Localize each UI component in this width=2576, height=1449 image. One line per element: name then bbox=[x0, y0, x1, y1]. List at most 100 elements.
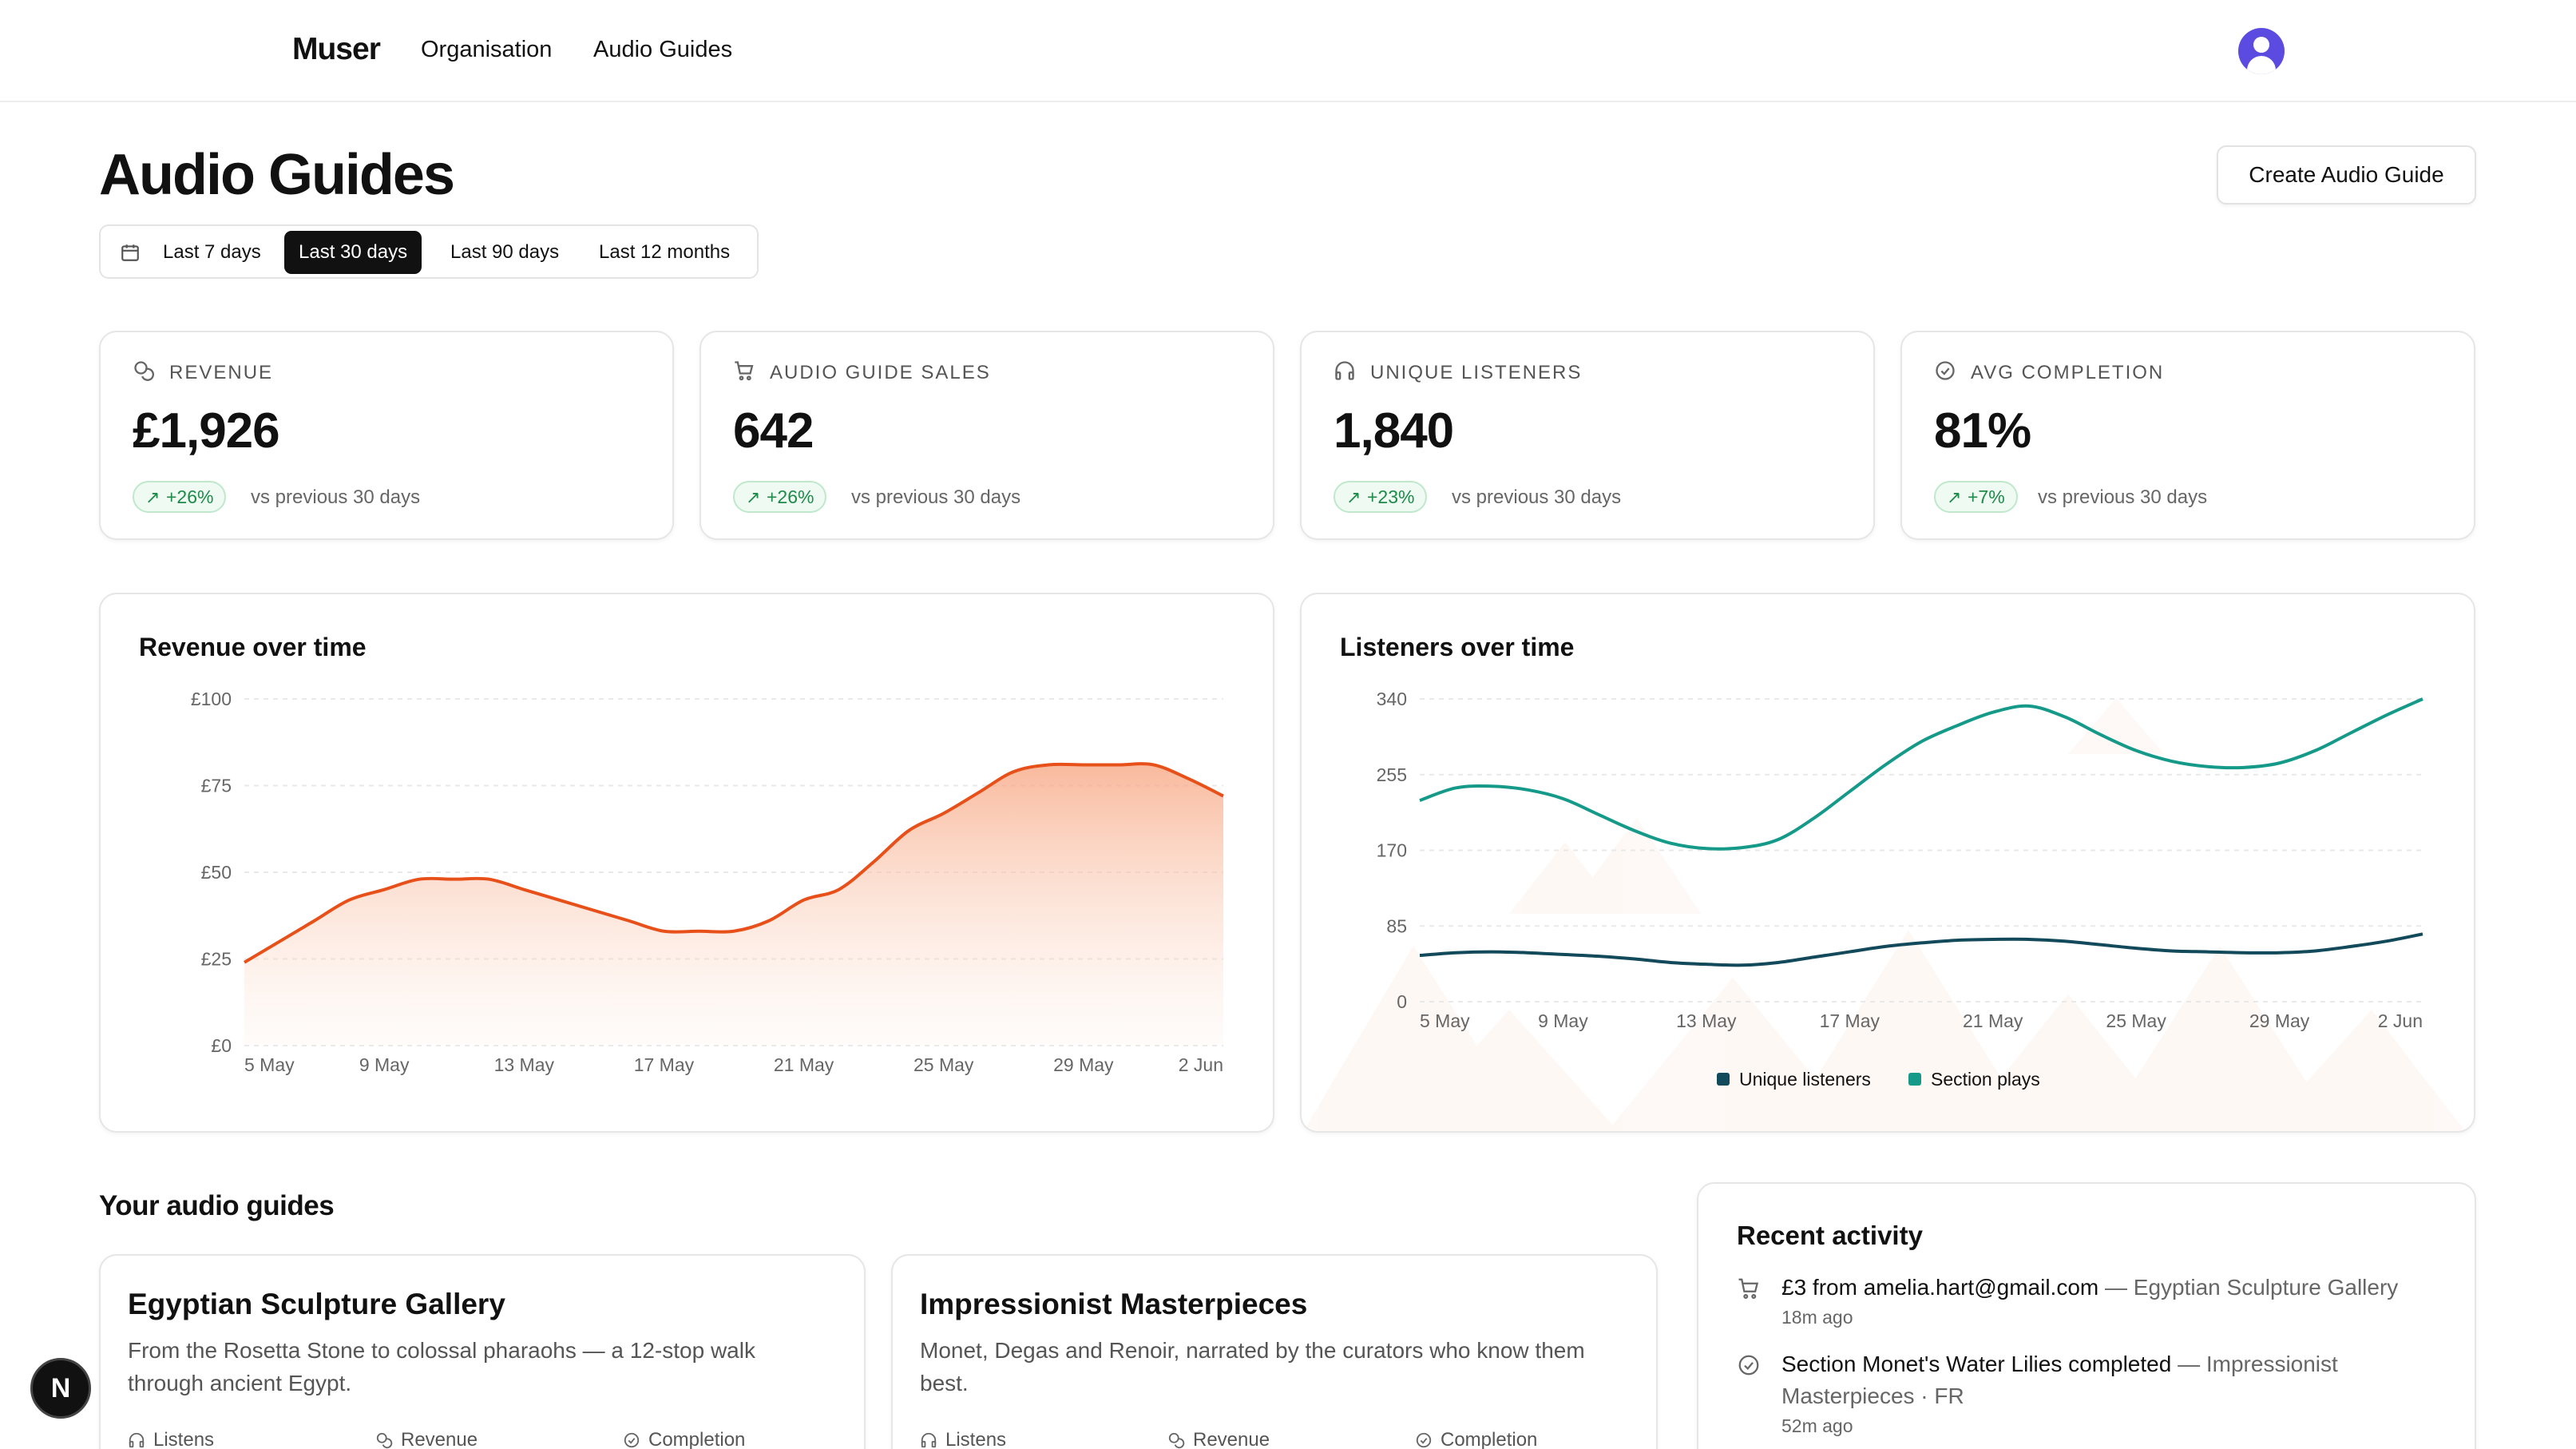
dev-tools-badge[interactable]: N bbox=[30, 1358, 91, 1419]
data-point[interactable] bbox=[1216, 789, 1231, 804]
data-point[interactable] bbox=[866, 855, 881, 869]
data-point[interactable] bbox=[1112, 757, 1126, 772]
range-option-12-months[interactable]: Last 12 months bbox=[599, 241, 731, 263]
data-point[interactable] bbox=[2380, 934, 2394, 948]
data-point[interactable] bbox=[272, 935, 287, 949]
data-point[interactable] bbox=[1413, 948, 1427, 963]
data-point[interactable] bbox=[2057, 934, 2071, 948]
data-point[interactable] bbox=[2201, 945, 2215, 959]
range-option-7-days[interactable]: Last 7 days bbox=[163, 241, 261, 263]
data-point[interactable] bbox=[587, 903, 601, 918]
data-point[interactable] bbox=[1842, 945, 1857, 959]
data-point[interactable] bbox=[517, 883, 531, 897]
data-point[interactable] bbox=[1627, 951, 1642, 966]
data-point[interactable] bbox=[1076, 757, 1091, 772]
data-point[interactable] bbox=[1914, 935, 1928, 950]
data-point[interactable] bbox=[1663, 955, 1678, 970]
create-audio-guide-button[interactable]: Create Audio Guide bbox=[2217, 145, 2476, 204]
data-point[interactable] bbox=[622, 914, 636, 928]
data-point[interactable] bbox=[2201, 760, 2215, 774]
data-point[interactable] bbox=[1842, 784, 1857, 799]
data-point[interactable] bbox=[307, 914, 322, 928]
data-point[interactable] bbox=[1484, 779, 1499, 793]
data-point[interactable] bbox=[1986, 932, 2000, 947]
data-point[interactable] bbox=[1520, 783, 1535, 797]
data-point[interactable] bbox=[1771, 955, 1785, 970]
nav-link-audio-guides[interactable]: Audio Guides bbox=[593, 37, 733, 62]
data-point[interactable] bbox=[2165, 943, 2179, 958]
data-point[interactable] bbox=[2415, 927, 2430, 941]
data-point[interactable] bbox=[1699, 957, 1714, 971]
data-point[interactable] bbox=[762, 914, 776, 928]
data-point[interactable] bbox=[1806, 950, 1821, 964]
legend-label[interactable]: Section plays bbox=[1931, 1069, 2040, 1090]
data-point[interactable] bbox=[902, 824, 916, 838]
data-point[interactable] bbox=[1986, 705, 2000, 720]
data-point[interactable] bbox=[1950, 933, 1964, 947]
data-point[interactable] bbox=[831, 883, 846, 897]
data-point[interactable] bbox=[2273, 756, 2287, 770]
data-point[interactable] bbox=[2093, 728, 2107, 742]
data-point[interactable] bbox=[937, 806, 951, 820]
data-point[interactable] bbox=[447, 872, 462, 887]
data-point[interactable] bbox=[342, 893, 356, 907]
data-point[interactable] bbox=[1041, 757, 1056, 772]
avatar[interactable] bbox=[2238, 28, 2285, 74]
data-point[interactable] bbox=[1556, 792, 1570, 806]
data-point[interactable] bbox=[1146, 757, 1160, 772]
data-point[interactable] bbox=[1520, 946, 1535, 960]
data-point[interactable] bbox=[2237, 760, 2251, 775]
data-point[interactable] bbox=[1806, 811, 1821, 825]
data-point[interactable] bbox=[1735, 958, 1750, 972]
guide-card-impressionist-masterpieces[interactable]: Impressionist Masterpieces Monet, Degas … bbox=[891, 1254, 1658, 1449]
data-point[interactable] bbox=[377, 883, 391, 897]
data-point[interactable] bbox=[2344, 939, 2358, 954]
data-point[interactable] bbox=[2165, 754, 2179, 768]
data-point[interactable] bbox=[237, 955, 252, 970]
guide-title[interactable]: Impressionist Masterpieces bbox=[920, 1288, 1308, 1320]
data-point[interactable] bbox=[2022, 699, 2036, 713]
nav-link-organisation[interactable]: Organisation bbox=[421, 37, 553, 62]
data-point[interactable] bbox=[2273, 946, 2287, 960]
data-point[interactable] bbox=[1878, 757, 1892, 772]
legend-label[interactable]: Unique listeners bbox=[1739, 1069, 1871, 1090]
data-point[interactable] bbox=[797, 893, 811, 907]
data-point[interactable] bbox=[2022, 932, 2036, 947]
data-point[interactable] bbox=[1413, 793, 1427, 808]
data-point[interactable] bbox=[1663, 836, 1678, 851]
data-point[interactable] bbox=[692, 924, 706, 939]
data-point[interactable] bbox=[1181, 772, 1195, 786]
brand-logo[interactable]: Muser bbox=[292, 32, 381, 66]
data-point[interactable] bbox=[1878, 939, 1892, 954]
data-point[interactable] bbox=[2344, 725, 2358, 740]
data-point[interactable] bbox=[2237, 946, 2251, 960]
data-point[interactable] bbox=[2415, 692, 2430, 706]
data-point[interactable] bbox=[656, 924, 671, 939]
range-option-30-days[interactable]: Last 30 days bbox=[284, 231, 422, 274]
data-point[interactable] bbox=[2129, 941, 2143, 955]
data-point[interactable] bbox=[2057, 709, 2071, 724]
data-point[interactable] bbox=[1449, 946, 1463, 960]
data-point[interactable] bbox=[1699, 841, 1714, 856]
data-point[interactable] bbox=[1627, 824, 1642, 838]
data-point[interactable] bbox=[1771, 832, 1785, 847]
data-point[interactable] bbox=[972, 785, 986, 800]
guide-title[interactable]: Egyptian Sculpture Gallery bbox=[128, 1288, 505, 1320]
data-point[interactable] bbox=[727, 924, 741, 939]
guide-card-egyptian-sculpture-gallery[interactable]: Egyptian Sculpture Gallery From the Rose… bbox=[99, 1254, 866, 1449]
data-point[interactable] bbox=[1449, 780, 1463, 795]
data-point[interactable] bbox=[552, 893, 566, 907]
data-point[interactable] bbox=[2308, 744, 2322, 758]
data-point[interactable] bbox=[1735, 840, 1750, 855]
data-point[interactable] bbox=[1484, 945, 1499, 959]
data-point[interactable] bbox=[482, 872, 497, 887]
data-point[interactable] bbox=[1006, 764, 1020, 779]
data-point[interactable] bbox=[1950, 718, 1964, 732]
data-point[interactable] bbox=[2093, 938, 2107, 952]
data-point[interactable] bbox=[1591, 808, 1606, 822]
data-point[interactable] bbox=[2129, 744, 2143, 758]
range-option-90-days[interactable]: Last 90 days bbox=[450, 241, 560, 263]
data-point[interactable] bbox=[2308, 943, 2322, 958]
data-point[interactable] bbox=[1914, 735, 1928, 749]
data-point[interactable] bbox=[412, 872, 426, 887]
